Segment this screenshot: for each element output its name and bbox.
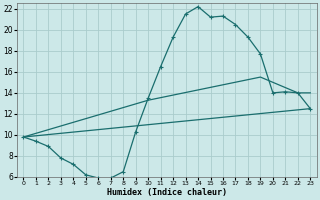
X-axis label: Humidex (Indice chaleur): Humidex (Indice chaleur) bbox=[107, 188, 227, 197]
